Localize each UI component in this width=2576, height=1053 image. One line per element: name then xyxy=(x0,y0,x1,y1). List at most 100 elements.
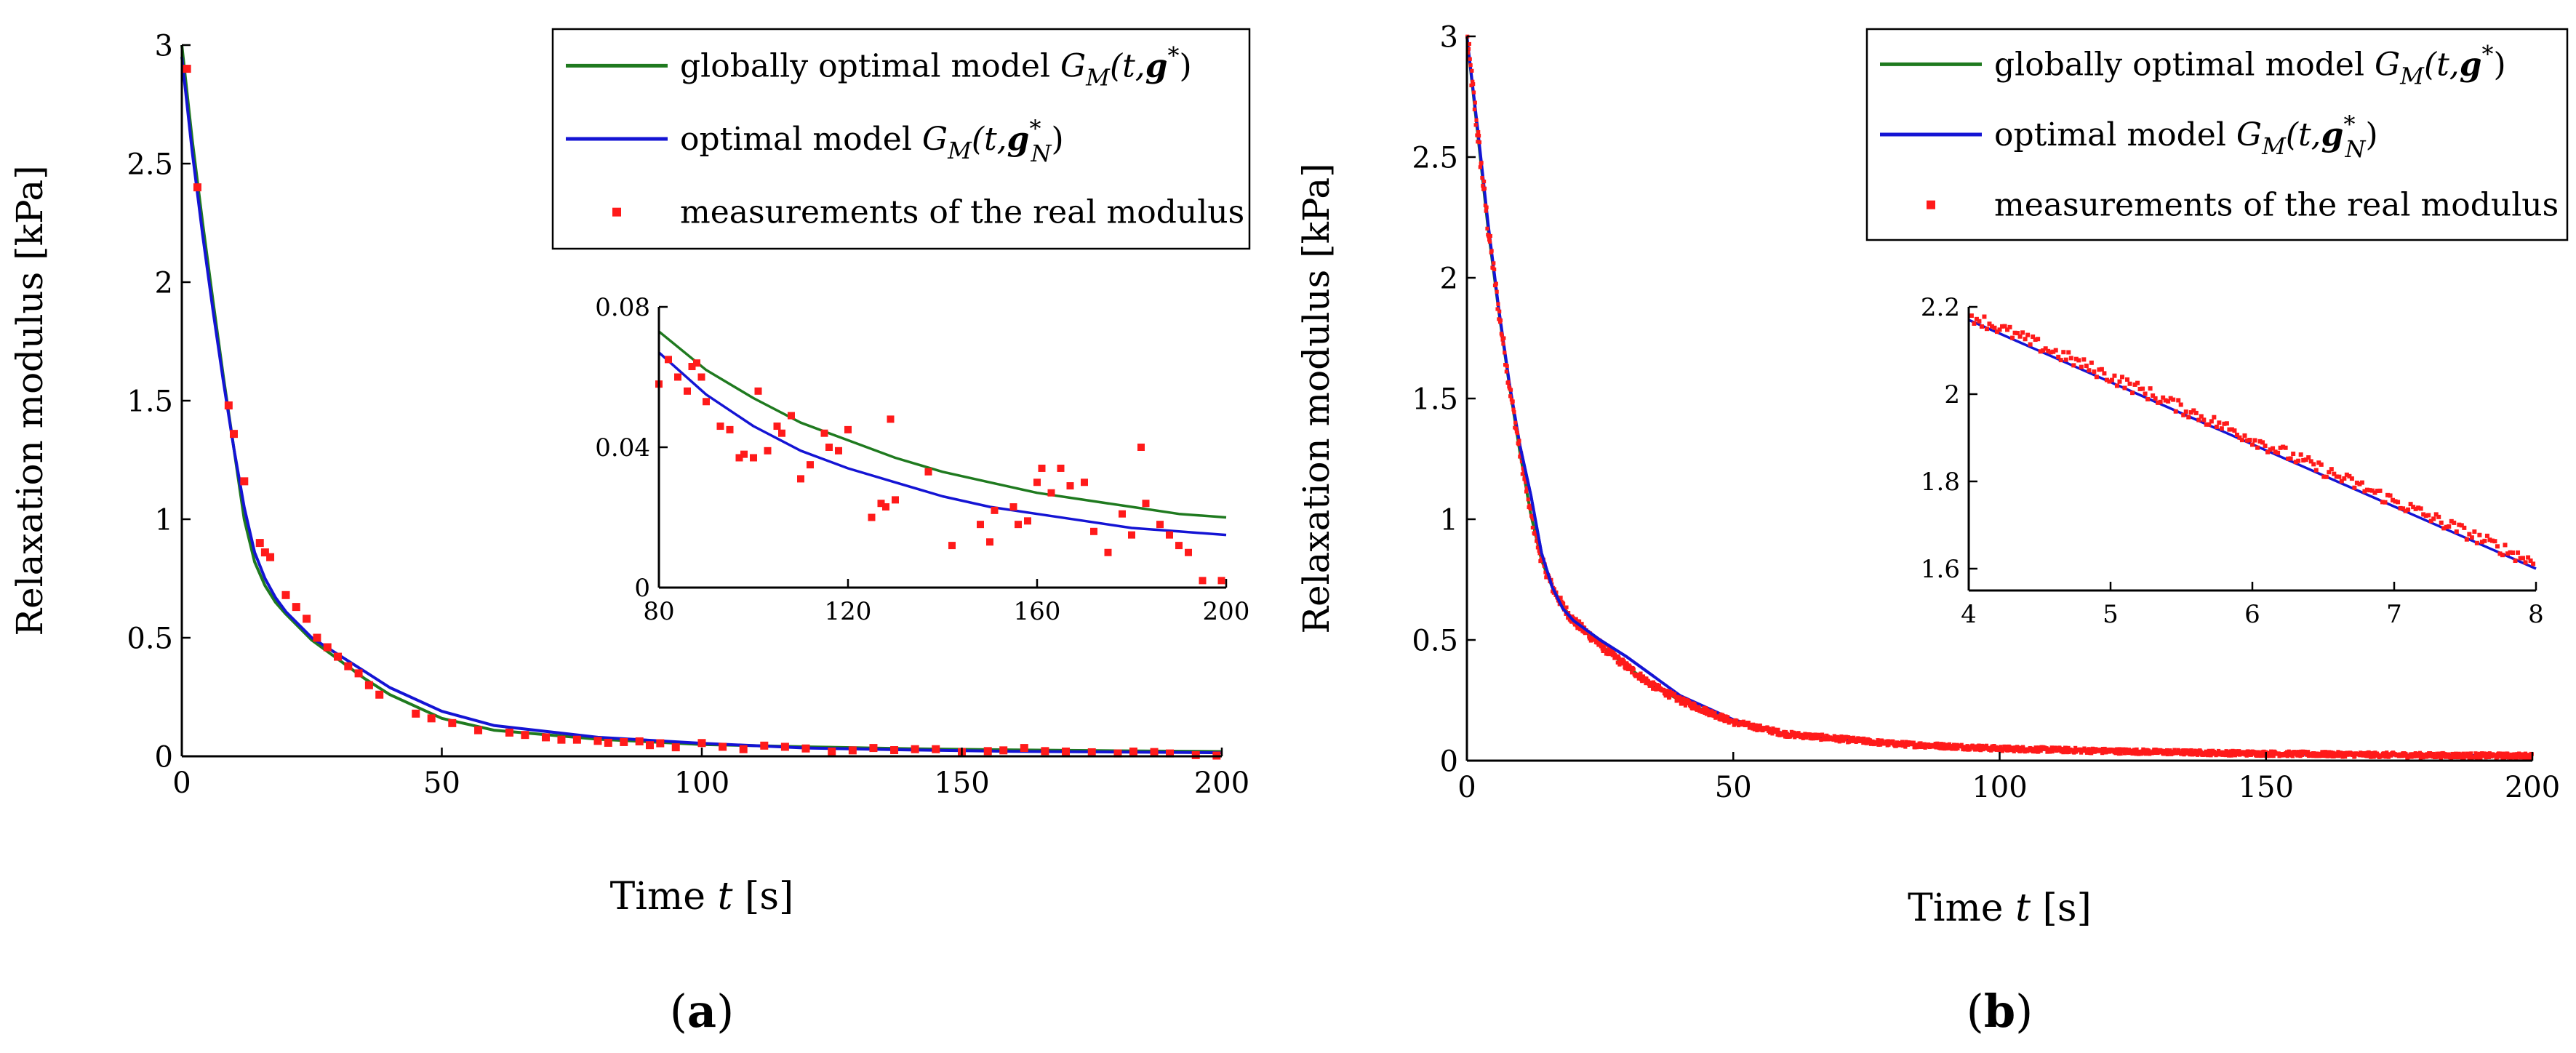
chart-b-series-measure-point xyxy=(2371,750,2375,755)
chart-a-xlabel: Time t [s] xyxy=(610,875,794,918)
chart-b-inset-x-tick-label: 4 xyxy=(1961,600,1977,629)
chart-b-x-tick-label: 0 xyxy=(1457,771,1476,804)
chart-a-legend-math-g: g xyxy=(1007,121,1030,158)
chart-b-series-measure-point xyxy=(2509,752,2513,757)
chart-b-series-measure-point xyxy=(1935,741,1940,745)
chart-b-inset-measure-point xyxy=(2359,480,2364,485)
chart-b-inset-measure-point xyxy=(2188,410,2193,415)
chart-a-inset-series-measure-point xyxy=(684,387,691,395)
chart-b-inset-measure-point xyxy=(1989,324,1994,329)
chart-b-inset-measure-point xyxy=(2329,467,2334,472)
chart-b-inset-measure-point xyxy=(2380,500,2385,505)
chart-b-series-measure-point xyxy=(1843,737,1847,742)
chart-b-series-measure-point xyxy=(2153,750,2157,756)
chart-b-series-measure-point xyxy=(2115,747,2119,751)
chart-a-inset-series-measure-point xyxy=(1090,527,1097,535)
chart-b-inset-measure-point xyxy=(2497,551,2503,556)
chart-b-inset-measure-point xyxy=(1984,327,1989,332)
chart-b-series-measure-point xyxy=(1977,743,1981,748)
chart-b-series-measure-point xyxy=(1666,693,1671,697)
chart-b-series-measure-point xyxy=(1732,723,1736,727)
chart-b-inset-measure-point xyxy=(2127,381,2132,386)
chart-b-inset-measure-point xyxy=(2418,506,2423,511)
chart-b-series-measure-point xyxy=(1502,336,1506,340)
chart-b-series-measure-point xyxy=(2528,756,2533,761)
chart-b-inset-measure-point xyxy=(2056,354,2061,359)
chart-b-series-measure-point xyxy=(1534,530,1538,534)
chart-b-inset-measure-point xyxy=(2176,398,2181,403)
chart-b-series-measure-point xyxy=(2431,751,2436,756)
chart-b-series-measure-point xyxy=(1980,743,1984,748)
chart-b-series-measure-point xyxy=(1860,739,1865,743)
chart-b-series-measure-point xyxy=(1607,652,1612,657)
chart-b-series-measure-point xyxy=(2199,750,2204,755)
chart-b-series-measure-point xyxy=(2084,748,2089,752)
chart-b-series-measure-point xyxy=(1602,646,1607,652)
chart-b-inset-measure-point xyxy=(2487,537,2492,542)
chart-b-series-measure-point xyxy=(2012,749,2016,753)
chart-b-inset-measure-point xyxy=(2232,428,2237,433)
chart-a-inset-series-measure-point xyxy=(1217,577,1225,585)
chart-a-inset-series-measure-point xyxy=(892,496,899,504)
chart-a-panel-label: (a) xyxy=(670,985,735,1038)
chart-b-series-measure-point xyxy=(1578,628,1583,632)
chart-b-inset-measure-point xyxy=(2000,324,2005,329)
chart-b-inset-measure-point xyxy=(2484,533,2489,538)
chart-b-inset-measure-point xyxy=(2286,456,2291,461)
chart-b-series-measure-point xyxy=(1689,701,1693,705)
chart-a-series-measure-point xyxy=(760,741,769,750)
chart-b-series-measure-point xyxy=(1535,545,1540,550)
chart-b-inset-measure-point xyxy=(2467,532,2472,537)
chart-a-inset-series-measure-point xyxy=(688,363,696,371)
chart-b-series-measure-point xyxy=(2493,753,2497,757)
chart-a-inset-series-measure-point xyxy=(693,359,700,367)
chart-a-series-measure-point xyxy=(1087,748,1096,756)
chart-b-series-measure-point xyxy=(1697,705,1701,709)
chart-b-series-measure-point xyxy=(2111,748,2116,752)
chart-b-series-measure-point xyxy=(2067,750,2071,755)
chart-a-inset-series-measure-point xyxy=(778,429,785,437)
chart-b-inset-measure-point xyxy=(2051,349,2056,354)
chart-b-y-tick-label: 2.5 xyxy=(1412,141,1458,175)
chart-b-series-measure-point xyxy=(2320,750,2324,754)
chart-a-y-tick-label: 0 xyxy=(155,740,173,774)
chart-b-series-measure-point xyxy=(1531,517,1535,521)
chart-b-series-measure-point xyxy=(1522,477,1527,481)
chart-b-inset-measure-point xyxy=(2352,485,2357,490)
chart-b-inset-measure-point xyxy=(2094,375,2099,380)
chart-a-inset-series-measure-point xyxy=(750,454,757,462)
chart-b-series-measure-point xyxy=(2164,751,2168,756)
chart-b-series-measure-point xyxy=(2383,755,2388,759)
chart-b-inset-measure-point xyxy=(2145,396,2151,401)
chart-b-series-measure-point xyxy=(1492,267,1497,271)
chart-b-series-measure-point xyxy=(1875,740,1879,745)
chart-b-series-measure-point xyxy=(2049,745,2054,750)
chart-b-inset-measure-point xyxy=(2372,490,2377,495)
chart-b-series-measure-point xyxy=(2338,750,2343,755)
chart-b-inset-measure-point xyxy=(1979,324,1984,329)
chart-b-series-measure-point xyxy=(1574,617,1578,621)
chart-b-series-measure-point xyxy=(1922,742,1927,746)
chart-b-series-measure-point xyxy=(1681,696,1686,700)
chart-b-legend-text: optimal model xyxy=(1994,116,2236,153)
chart-b-series-measure-point xyxy=(1836,735,1841,740)
chart-a-series-measure-point xyxy=(1041,747,1049,756)
chart-b-inset-measure-point xyxy=(2178,402,2183,407)
chart-b-inset-measure-point xyxy=(2313,468,2319,473)
chart-b-series-measure-point xyxy=(1984,743,1989,748)
chart-a-series-measure-point xyxy=(739,745,748,753)
chart-b-series-measure-point xyxy=(1712,713,1716,718)
chart-b-series-measure-point xyxy=(2285,754,2290,758)
chart-b-series-measure-point xyxy=(2248,750,2252,754)
chart-b-inset-measure-point xyxy=(2474,540,2479,545)
chart-b-inset-measure-point xyxy=(2081,357,2087,362)
chart-b-series-measure-point xyxy=(2261,753,2265,757)
chart-b-series-measure-point xyxy=(1753,723,1758,727)
chart-b-series-measure-point xyxy=(2182,753,2186,757)
chart-b-inset-measure-point xyxy=(2255,445,2260,450)
chart-b-series-measure-point xyxy=(1961,745,1966,749)
chart-b-series-measure-point xyxy=(1819,737,1823,742)
chart-a-legend-math-args: (t, xyxy=(972,121,1007,158)
chart-b-series-measure-point xyxy=(1612,650,1616,655)
chart-b-series-measure-point xyxy=(1513,426,1519,431)
